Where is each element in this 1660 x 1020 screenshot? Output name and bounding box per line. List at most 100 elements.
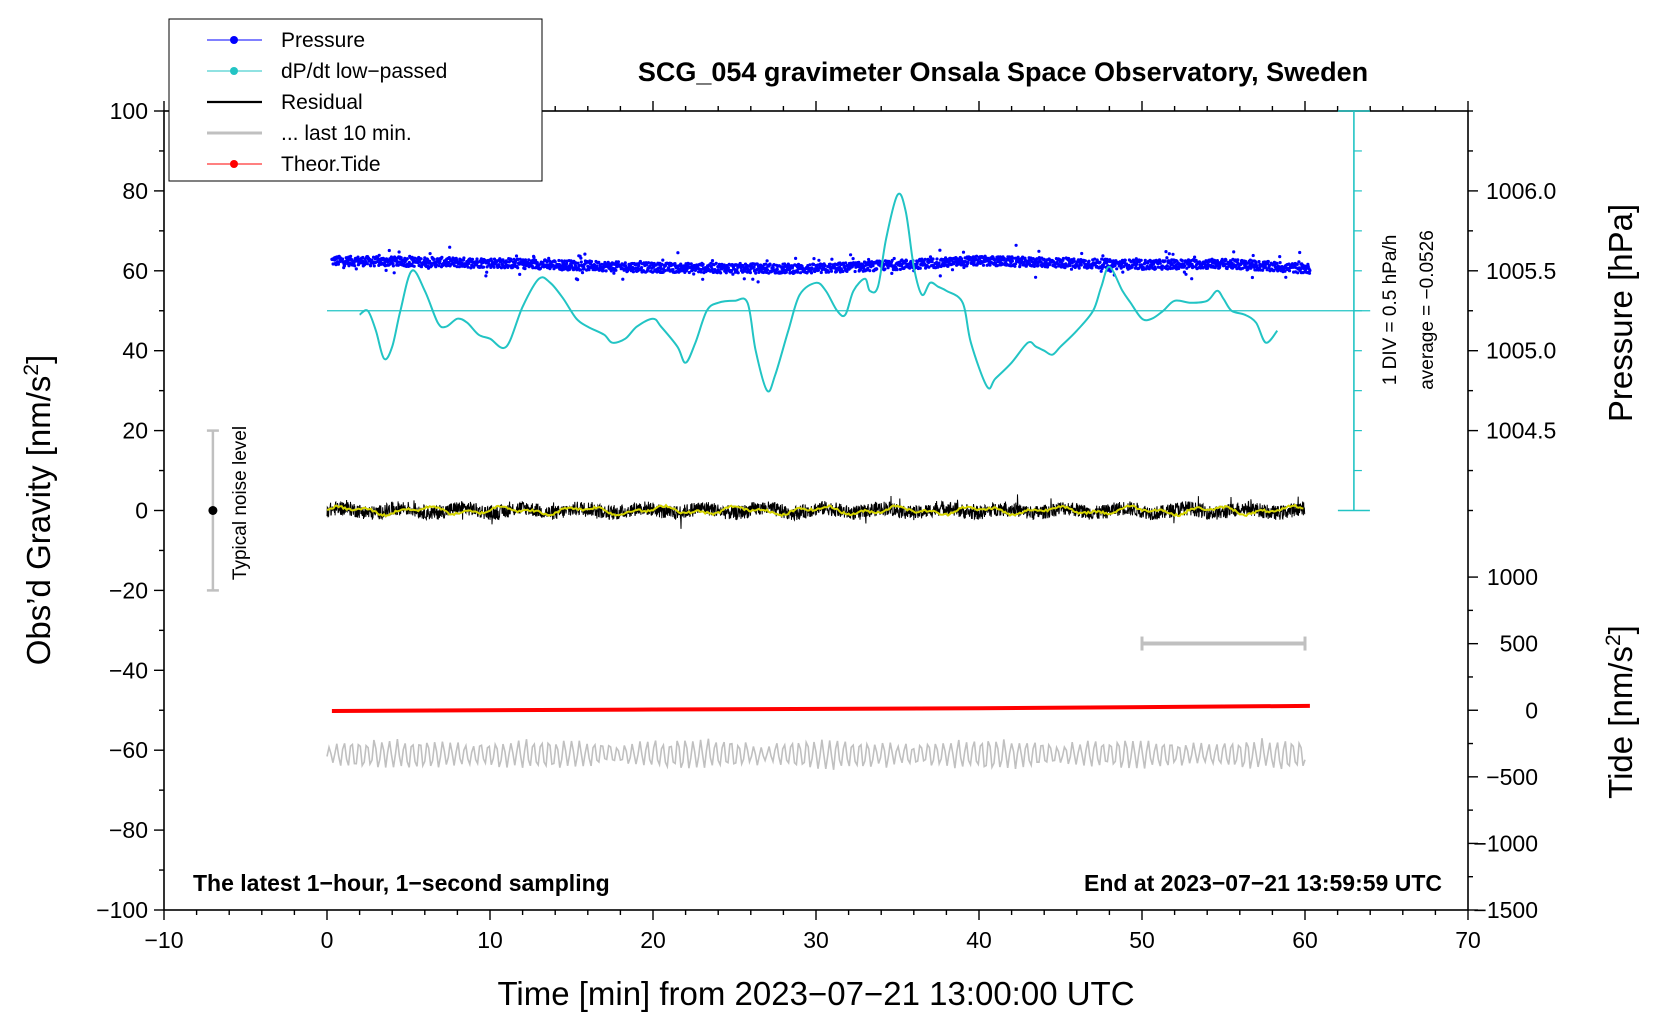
pressure-point <box>741 264 745 268</box>
pressure-tick-label: 1005.0 <box>1486 338 1556 364</box>
pressure-axis-ticks: 1006.0 1005.5 1005.0 1004.5 <box>1468 110 1556 512</box>
y-tick-label: −40 <box>109 657 148 683</box>
pressure-point <box>851 257 855 261</box>
pressure-point <box>484 274 488 278</box>
end-time-note: End at 2023−07−21 13:59:59 UTC <box>1084 870 1442 896</box>
last-10-min-series <box>326 738 1306 770</box>
pressure-point <box>1210 257 1214 261</box>
x-tick-label: 10 <box>477 927 503 953</box>
pressure-point <box>638 259 643 264</box>
pressure-point <box>1047 263 1052 267</box>
pressure-point <box>1241 266 1245 270</box>
noise-level-bar <box>206 429 219 592</box>
pressure-point <box>1261 268 1265 272</box>
pressure-point <box>1010 259 1015 263</box>
tide-axis-label-tail: ] <box>1602 625 1639 634</box>
pressure-point <box>830 257 834 261</box>
pressure-point <box>1011 256 1015 260</box>
pressure-point <box>895 268 899 272</box>
pressure-point <box>942 262 947 267</box>
pressure-point <box>828 262 832 266</box>
pressure-point <box>523 267 527 271</box>
legend-swatch-marker <box>230 36 238 44</box>
y-tick-label: 20 <box>122 418 148 444</box>
noise-bar-center <box>208 506 218 515</box>
pressure-point <box>565 262 569 266</box>
pressure-point <box>448 245 452 249</box>
pressure-point <box>455 265 459 269</box>
pressure-point <box>1255 264 1259 268</box>
pressure-point <box>1165 264 1169 268</box>
pressure-point <box>1099 269 1103 273</box>
pressure-point <box>538 266 543 270</box>
x-axis-label: Time [min] from 2023−07−21 13:00:00 UTC <box>497 975 1134 1012</box>
pressure-point <box>1204 263 1208 267</box>
pressure-point <box>938 274 942 278</box>
pressure-point <box>849 253 853 257</box>
pressure-point <box>396 263 400 267</box>
pressure-point <box>678 269 682 273</box>
pressure-point <box>609 269 614 273</box>
pressure-point <box>1121 270 1125 274</box>
pressure-point <box>663 269 667 273</box>
pressure-point <box>1224 258 1228 262</box>
pressure-point <box>1254 261 1258 266</box>
legend-box <box>168 18 543 182</box>
x-tick-label: 40 <box>966 927 992 953</box>
pressure-point <box>697 270 701 274</box>
tide-tick-label: −500 <box>1486 764 1538 790</box>
pressure-point <box>798 271 803 275</box>
tide-tick-label: −1000 <box>1473 830 1538 856</box>
pressure-point <box>742 277 746 281</box>
pressure-point <box>1278 255 1282 259</box>
pressure-point <box>369 264 373 268</box>
pressure-point <box>724 271 728 275</box>
pressure-point <box>1298 267 1303 271</box>
pressure-point <box>736 271 740 275</box>
pressure-tick-label: 1005.5 <box>1486 258 1556 284</box>
pressure-point <box>710 267 714 271</box>
pressure-point <box>843 264 847 269</box>
pressure-point <box>887 259 891 263</box>
pressure-point <box>1236 258 1240 262</box>
pressure-point <box>961 250 966 254</box>
pressure-point <box>756 280 760 284</box>
pressure-point <box>354 267 358 271</box>
pressure-point <box>1165 256 1169 260</box>
pressure-point <box>476 260 480 264</box>
pressure-point <box>1105 260 1109 264</box>
pressure-point <box>377 253 381 257</box>
pressure-point <box>719 271 723 275</box>
pressure-point <box>1296 271 1300 275</box>
pressure-point <box>612 271 616 275</box>
pressure-point <box>535 261 539 265</box>
pressure-point <box>1308 268 1312 273</box>
sampling-note: The latest 1−hour, 1−second sampling <box>193 870 610 896</box>
legend-label: Pressure <box>281 29 365 52</box>
pressure-point <box>937 261 941 265</box>
pressure-point <box>1298 250 1302 255</box>
pressure-point <box>508 264 512 268</box>
pressure-point <box>1072 259 1076 263</box>
pressure-point <box>1306 264 1310 269</box>
pressure-point <box>492 265 496 269</box>
pressure-point <box>392 271 396 275</box>
pressure-point <box>604 269 608 273</box>
series-group <box>326 192 1371 770</box>
legend-swatch-marker <box>230 160 238 168</box>
pressure-point <box>890 258 894 263</box>
pressure-point <box>412 264 416 268</box>
pressure-point <box>699 270 703 274</box>
pressure-point <box>1257 260 1261 264</box>
pressure-point <box>754 271 758 275</box>
pressure-point <box>553 260 557 264</box>
div-label: 1 DIV = 0.5 hPa/h <box>1380 235 1401 386</box>
pressure-point <box>428 252 432 256</box>
y-tick-label: −80 <box>109 817 148 843</box>
legend-label: Residual <box>281 91 363 114</box>
tide-axis-label-sup: 2 <box>1602 634 1625 646</box>
pressure-point <box>387 248 391 253</box>
tide-tick-label: 500 <box>1500 631 1538 657</box>
pressure-point <box>440 255 444 259</box>
pressure-point <box>918 266 922 270</box>
